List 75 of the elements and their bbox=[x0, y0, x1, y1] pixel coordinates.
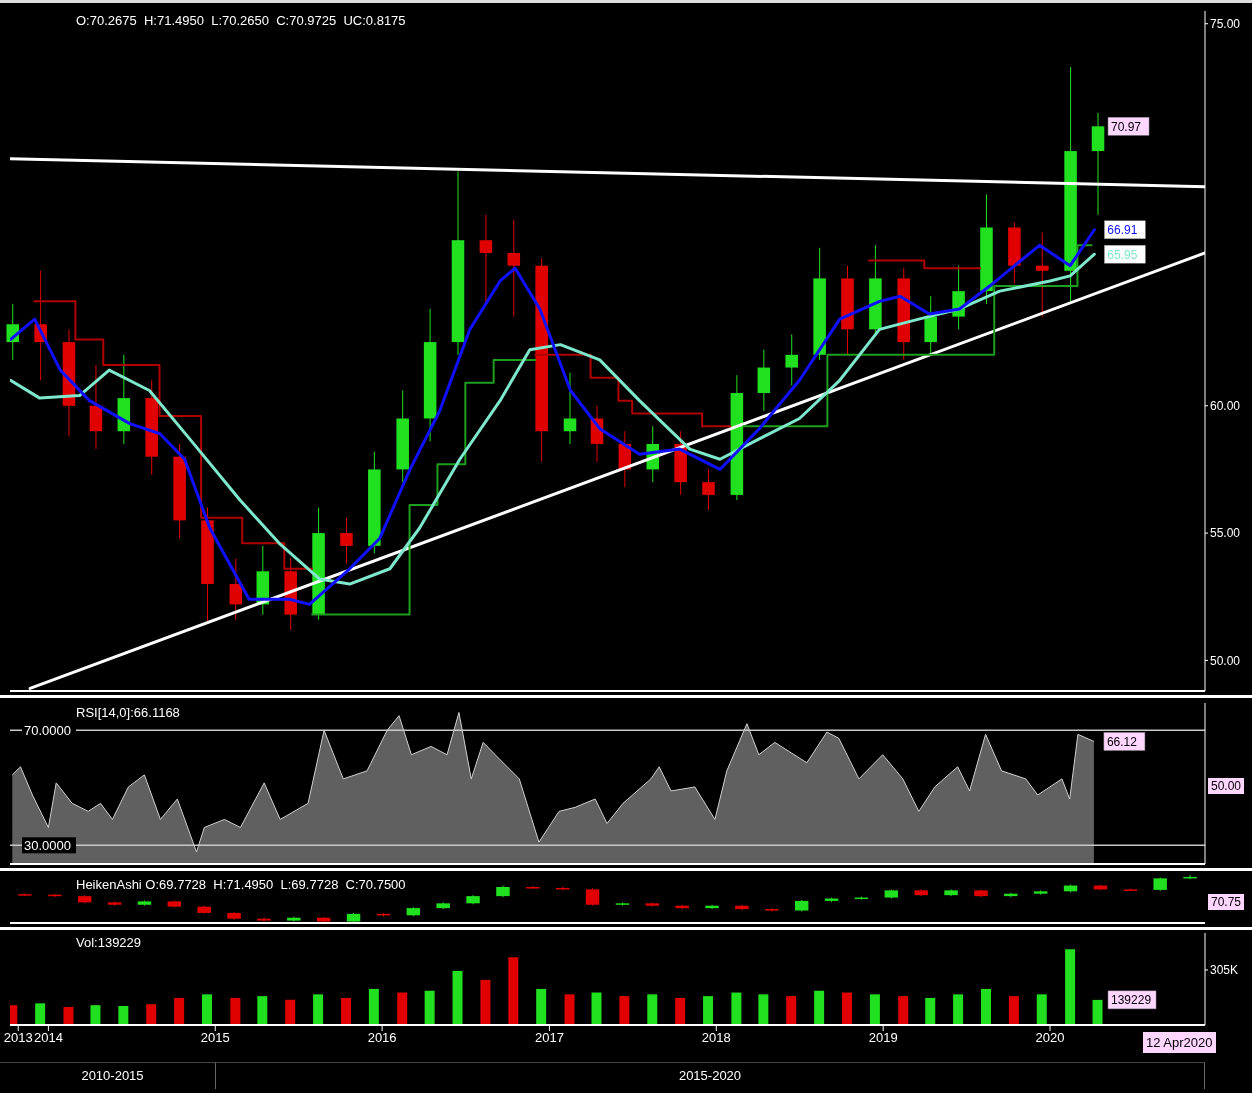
annotation: 66.12 bbox=[1106, 734, 1138, 749]
bar bbox=[424, 990, 435, 1025]
bar bbox=[35, 1003, 46, 1025]
candlestick bbox=[257, 917, 271, 923]
bar bbox=[313, 994, 324, 1025]
candlestick bbox=[507, 219, 521, 318]
bar bbox=[786, 996, 797, 1025]
y-tick-label: 55.00 bbox=[1210, 526, 1241, 541]
bar bbox=[619, 996, 630, 1025]
annotation: 66.91 bbox=[1107, 223, 1138, 238]
bar bbox=[340, 997, 351, 1025]
bar bbox=[898, 996, 909, 1025]
annotation: 139229 bbox=[1111, 993, 1152, 1008]
bar bbox=[257, 996, 268, 1025]
bar bbox=[842, 992, 853, 1025]
bar bbox=[953, 994, 964, 1025]
x-tick-label: 2015 bbox=[200, 1030, 230, 1046]
bar bbox=[925, 997, 936, 1025]
y-tick-label: 305K bbox=[1210, 963, 1239, 978]
x-tick-label: 2018 bbox=[701, 1030, 731, 1046]
bar bbox=[731, 992, 742, 1025]
x-tick-label: 2013 bbox=[3, 1030, 33, 1046]
text: 12 Apr2020 bbox=[1143, 1032, 1216, 1053]
candlestick bbox=[340, 517, 353, 565]
bar bbox=[1036, 994, 1047, 1025]
candlestick bbox=[563, 372, 577, 445]
candlestick bbox=[785, 333, 799, 386]
y-tick-label: 60.00 bbox=[1210, 399, 1241, 414]
bar bbox=[118, 1006, 129, 1025]
bar bbox=[368, 988, 379, 1025]
y-tick-label: 50.00 bbox=[1210, 653, 1241, 668]
bar bbox=[202, 994, 212, 1025]
bar bbox=[230, 997, 241, 1025]
text: 70.75 bbox=[1208, 893, 1245, 910]
bar bbox=[814, 990, 825, 1025]
bar bbox=[536, 988, 547, 1025]
annotation: 70.97 bbox=[1111, 119, 1142, 134]
bar bbox=[174, 997, 185, 1025]
chart-title: HeikenAshi O:69.7728 H:71.4950 L:69.7728 C:70.7500 bbox=[76, 877, 406, 892]
chart-title: Vol:139229 bbox=[76, 935, 142, 950]
text: 2010-2015 bbox=[10, 1063, 216, 1089]
chart-title: O:70.2675 H:71.4950 L:70.2650 C:70.9725 UC:0.8175 bbox=[76, 13, 406, 28]
candlestick bbox=[229, 558, 243, 621]
annotation: 65.95 bbox=[1107, 247, 1138, 262]
x-tick-label: 2020 bbox=[1035, 1030, 1065, 1046]
bar bbox=[452, 970, 463, 1025]
candlestick bbox=[702, 468, 715, 511]
x-tick-label: 2017 bbox=[534, 1030, 564, 1046]
x-tick-label: 2016 bbox=[367, 1030, 397, 1046]
x-tick-label: 2014 bbox=[33, 1030, 63, 1046]
bar bbox=[591, 992, 602, 1025]
y-tick-label: 75.00 bbox=[1210, 16, 1241, 31]
y-tick-label: 70.0000 bbox=[24, 722, 71, 738]
bar bbox=[703, 996, 714, 1025]
bar bbox=[480, 979, 491, 1025]
bar bbox=[397, 992, 408, 1025]
bar bbox=[146, 1004, 157, 1025]
x-tick-label: 2019 bbox=[868, 1030, 898, 1046]
bar bbox=[869, 994, 880, 1025]
chart-title: RSI[14,0]:66.1168 bbox=[76, 705, 180, 720]
bar bbox=[1092, 999, 1103, 1025]
bar bbox=[63, 1006, 74, 1025]
bar bbox=[980, 988, 991, 1025]
bar bbox=[1008, 996, 1019, 1025]
bar bbox=[1065, 949, 1076, 1025]
bar bbox=[564, 994, 575, 1025]
y-tick-label: 30.0000 bbox=[24, 837, 71, 853]
bar bbox=[647, 994, 658, 1025]
bar bbox=[90, 1005, 101, 1025]
bar bbox=[508, 957, 519, 1025]
bar bbox=[675, 997, 686, 1025]
candlestick bbox=[1035, 232, 1049, 318]
bar bbox=[758, 994, 769, 1025]
bar bbox=[285, 999, 296, 1025]
text: 2015-2020 bbox=[216, 1063, 1205, 1089]
